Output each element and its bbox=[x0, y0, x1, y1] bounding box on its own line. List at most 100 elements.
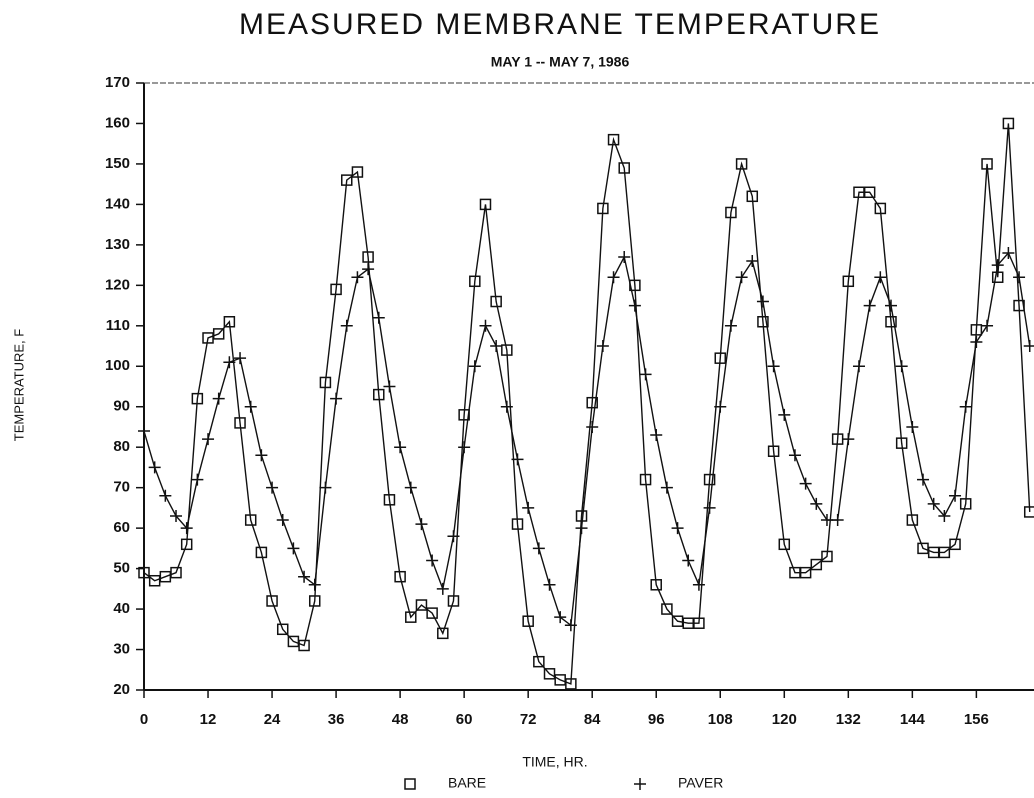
x-tick-label: 132 bbox=[836, 711, 861, 728]
marker-square bbox=[458, 409, 470, 421]
x-tick-label: 108 bbox=[708, 711, 733, 728]
marker-plus bbox=[863, 299, 876, 312]
marker-square bbox=[341, 174, 353, 186]
marker-square bbox=[351, 166, 364, 178]
marker-plus bbox=[255, 449, 268, 462]
marker-plus bbox=[714, 400, 727, 413]
marker-square bbox=[469, 275, 481, 288]
marker-plus bbox=[244, 400, 257, 413]
y-tick-label: 30 bbox=[113, 641, 130, 658]
marker-square bbox=[511, 518, 524, 530]
marker-plus bbox=[500, 400, 513, 413]
marker-square bbox=[703, 473, 716, 486]
marker-plus bbox=[458, 441, 471, 454]
x-tick-label: 48 bbox=[392, 711, 409, 728]
marker-square bbox=[586, 396, 598, 409]
marker-square bbox=[842, 275, 855, 288]
marker-square bbox=[405, 611, 417, 623]
marker-square bbox=[618, 162, 630, 174]
marker-plus bbox=[703, 501, 716, 514]
marker-square bbox=[650, 579, 662, 591]
marker-square bbox=[959, 498, 972, 510]
marker-square bbox=[298, 639, 310, 652]
y-tick-label: 110 bbox=[106, 317, 130, 334]
marker-plus bbox=[447, 530, 460, 543]
marker-plus bbox=[532, 542, 545, 555]
marker-plus bbox=[852, 360, 865, 373]
marker-plus bbox=[660, 481, 673, 494]
x-tick-label: 12 bbox=[200, 711, 217, 728]
marker-square bbox=[863, 186, 876, 199]
marker-square bbox=[725, 206, 737, 219]
marker-square bbox=[223, 316, 236, 328]
marker-square bbox=[501, 344, 513, 356]
marker-square bbox=[276, 623, 289, 636]
marker-plus bbox=[820, 514, 833, 527]
marker-plus bbox=[180, 522, 193, 535]
marker-plus bbox=[1013, 271, 1026, 284]
marker-plus bbox=[575, 522, 588, 535]
x-tick-label: 144 bbox=[900, 711, 926, 728]
marker-square bbox=[661, 603, 673, 615]
marker-plus bbox=[895, 360, 908, 373]
y-tick-label: 120 bbox=[105, 276, 130, 293]
marker-square bbox=[949, 538, 961, 551]
marker-plus bbox=[778, 408, 791, 421]
marker-plus bbox=[266, 481, 279, 494]
marker-plus bbox=[436, 582, 449, 595]
marker-plus bbox=[383, 380, 396, 393]
marker-square bbox=[874, 202, 887, 215]
marker-plus bbox=[938, 509, 951, 522]
marker-plus bbox=[394, 441, 407, 454]
x-axis-label: TIME, HR. bbox=[522, 754, 587, 770]
y-tick-label: 100 bbox=[105, 357, 130, 374]
marker-square bbox=[757, 316, 769, 328]
y-tick-label: 150 bbox=[105, 155, 130, 172]
marker-square bbox=[383, 494, 396, 506]
y-tick-label: 140 bbox=[105, 195, 130, 212]
marker-square bbox=[490, 295, 502, 308]
y-tick-label: 40 bbox=[113, 600, 130, 617]
marker-plus bbox=[650, 429, 663, 442]
marker-square bbox=[170, 566, 182, 579]
marker-plus bbox=[202, 433, 215, 446]
marker-square bbox=[404, 778, 416, 790]
marker-plus bbox=[426, 554, 439, 567]
marker-square bbox=[746, 190, 759, 203]
y-tick-label: 160 bbox=[105, 114, 130, 131]
marker-plus bbox=[308, 578, 321, 591]
marker-plus bbox=[586, 420, 599, 433]
marker-plus bbox=[788, 449, 801, 462]
marker-square bbox=[970, 324, 983, 336]
marker-plus bbox=[970, 335, 983, 348]
marker-square bbox=[479, 198, 492, 211]
marker-square bbox=[810, 558, 823, 571]
marker-plus bbox=[618, 251, 631, 264]
marker-plus bbox=[735, 271, 748, 284]
marker-plus bbox=[276, 514, 289, 527]
marker-plus bbox=[831, 514, 844, 527]
marker-square bbox=[906, 514, 919, 526]
marker-plus bbox=[148, 461, 161, 474]
y-tick-label: 60 bbox=[113, 519, 130, 536]
marker-square bbox=[885, 316, 897, 328]
marker-square bbox=[308, 595, 321, 607]
legend-label: PAVER bbox=[678, 775, 723, 791]
marker-plus bbox=[724, 319, 737, 332]
marker-plus bbox=[479, 319, 492, 332]
marker-plus bbox=[191, 473, 204, 486]
marker-plus bbox=[170, 509, 183, 522]
x-tick-label: 96 bbox=[648, 711, 665, 728]
marker-square bbox=[373, 388, 385, 401]
marker-plus bbox=[917, 473, 930, 486]
marker-square bbox=[533, 655, 545, 668]
marker-square bbox=[244, 514, 257, 526]
marker-square bbox=[234, 417, 246, 429]
marker-plus bbox=[628, 299, 641, 312]
marker-plus bbox=[564, 619, 577, 632]
marker-square bbox=[426, 607, 438, 619]
chart-subtitle: MAY 1 -- MAY 7, 1986 bbox=[491, 54, 630, 70]
marker-plus bbox=[351, 271, 364, 284]
marker-square bbox=[415, 599, 428, 611]
x-tick-label: 72 bbox=[520, 711, 537, 728]
